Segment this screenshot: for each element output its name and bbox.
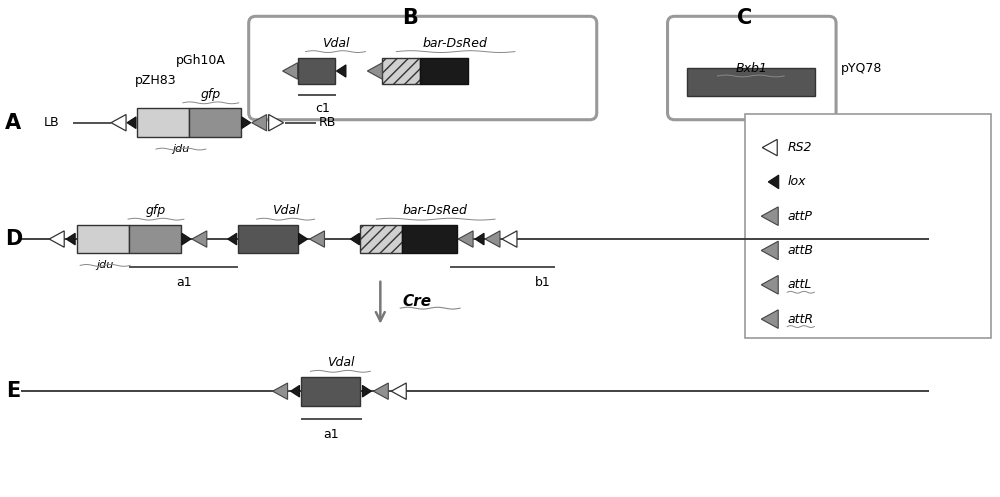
Polygon shape <box>761 207 778 226</box>
Polygon shape <box>761 310 778 329</box>
Text: a1: a1 <box>176 276 192 289</box>
Bar <box>129 225 181 253</box>
Bar <box>382 58 420 84</box>
Text: gfp: gfp <box>146 204 166 217</box>
Polygon shape <box>458 231 473 247</box>
Text: B: B <box>402 8 418 28</box>
Text: attP: attP <box>787 210 812 223</box>
Text: Vdal: Vdal <box>272 204 299 217</box>
Bar <box>77 225 129 253</box>
Polygon shape <box>768 175 779 189</box>
Bar <box>238 225 298 253</box>
Polygon shape <box>127 117 136 129</box>
Text: Bxb1: Bxb1 <box>735 62 767 75</box>
Polygon shape <box>336 65 346 77</box>
Polygon shape <box>367 63 382 79</box>
Polygon shape <box>273 383 288 400</box>
Bar <box>137 108 189 137</box>
Polygon shape <box>362 385 371 397</box>
Polygon shape <box>252 114 267 131</box>
Bar <box>360 225 402 253</box>
FancyBboxPatch shape <box>745 114 991 338</box>
Polygon shape <box>192 231 207 247</box>
Polygon shape <box>49 231 64 247</box>
Text: c1: c1 <box>315 102 330 115</box>
Polygon shape <box>182 233 191 245</box>
Text: Vdal: Vdal <box>322 37 349 50</box>
Polygon shape <box>66 233 75 245</box>
Bar <box>402 225 457 253</box>
Polygon shape <box>111 114 126 131</box>
Text: A: A <box>5 113 21 133</box>
Text: attR: attR <box>787 313 813 326</box>
Bar <box>189 108 241 137</box>
Bar <box>298 58 335 84</box>
Polygon shape <box>485 231 500 247</box>
Text: D: D <box>5 229 22 249</box>
Text: jdu: jdu <box>96 260 114 270</box>
Text: a1: a1 <box>324 428 339 441</box>
Text: b1: b1 <box>535 276 551 289</box>
Text: attB: attB <box>787 244 813 257</box>
Text: Vdal: Vdal <box>327 356 354 369</box>
Polygon shape <box>310 231 324 247</box>
Polygon shape <box>502 231 517 247</box>
Text: RB: RB <box>319 116 336 129</box>
Polygon shape <box>762 139 777 156</box>
Polygon shape <box>350 233 359 245</box>
Text: E: E <box>6 381 20 401</box>
Text: pGh10A: pGh10A <box>176 54 226 67</box>
Text: bar-DsRed: bar-DsRed <box>403 204 468 217</box>
Polygon shape <box>475 233 484 245</box>
Bar <box>301 377 360 406</box>
Polygon shape <box>291 385 300 397</box>
Polygon shape <box>242 117 251 129</box>
Text: pZH83: pZH83 <box>135 74 177 87</box>
Polygon shape <box>283 63 298 79</box>
Polygon shape <box>761 241 778 260</box>
FancyBboxPatch shape <box>249 16 597 120</box>
Text: bar-DsRed: bar-DsRed <box>423 37 488 50</box>
Polygon shape <box>269 114 284 131</box>
Bar <box>687 68 815 96</box>
Text: gfp: gfp <box>201 88 221 101</box>
Bar <box>420 58 468 84</box>
Polygon shape <box>761 275 778 294</box>
Text: lox: lox <box>787 175 806 188</box>
Polygon shape <box>228 233 237 245</box>
Text: LB: LB <box>44 116 59 129</box>
Text: attL: attL <box>787 278 812 291</box>
Text: RS2: RS2 <box>787 141 812 154</box>
Text: jdu: jdu <box>172 144 190 154</box>
Text: pYQ78: pYQ78 <box>841 62 882 75</box>
Polygon shape <box>391 383 406 400</box>
Text: Cre: Cre <box>402 294 431 309</box>
FancyBboxPatch shape <box>668 16 836 120</box>
Text: C: C <box>737 8 752 28</box>
Polygon shape <box>299 233 308 245</box>
Polygon shape <box>373 383 388 400</box>
